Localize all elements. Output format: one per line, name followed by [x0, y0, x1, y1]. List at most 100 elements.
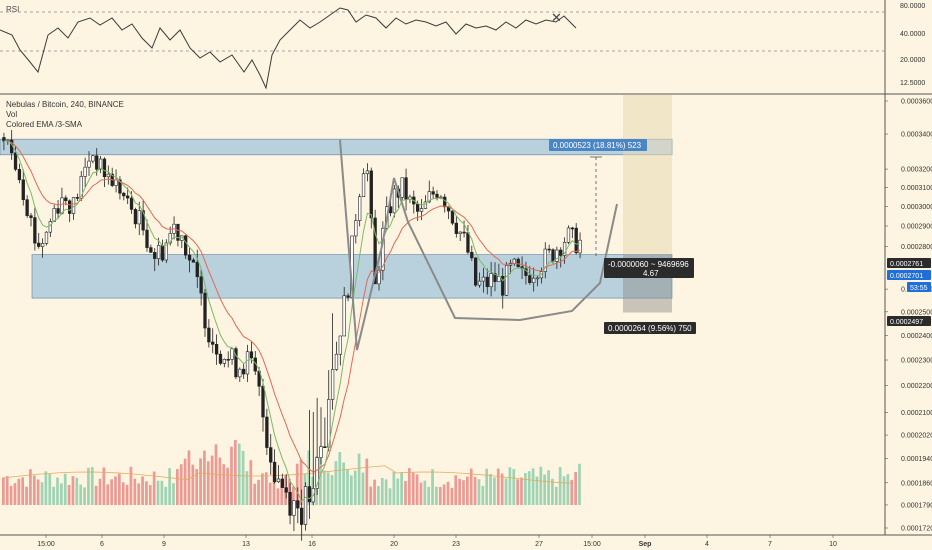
rsi-tick-label: 12.5000: [900, 80, 925, 87]
pattern-drawing: [339, 139, 618, 351]
volume-bar: [21, 477, 25, 505]
volume-bar: [415, 474, 419, 505]
candle-body: [466, 232, 470, 253]
candle-body: [37, 242, 41, 247]
candle-body: [323, 446, 327, 448]
volume-bar: [466, 476, 469, 505]
candle-body: [102, 158, 107, 178]
volume-bar: [462, 480, 465, 505]
price-tag-text: 53:55: [910, 285, 928, 292]
ema-indicator-label[interactable]: Colored EMA /3-SMA: [6, 120, 83, 129]
volume-bar: [384, 479, 388, 505]
volume-bar: [137, 483, 141, 505]
volume-bar: [558, 467, 562, 505]
candle-body: [334, 353, 339, 370]
candle-body: [187, 254, 192, 261]
rsi-tick-label: 80.0000: [900, 3, 925, 10]
position-profit-area: [623, 95, 672, 255]
volume-bar: [280, 480, 284, 505]
price-tick-label: 0.0003600: [901, 99, 932, 106]
candle-body: [485, 276, 489, 288]
candle-body: [191, 259, 196, 263]
volume-bar: [179, 464, 183, 505]
candle-body: [512, 258, 516, 264]
volume-bar: [106, 484, 110, 505]
volume-bar: [176, 469, 179, 505]
volume-bar: [257, 479, 260, 505]
candle-body: [71, 197, 76, 214]
volume-bar: [79, 484, 83, 505]
time-tick-label: 15:00: [583, 541, 601, 548]
candle-body: [454, 222, 458, 234]
time-tick-label: 27: [535, 541, 543, 548]
candle-body: [40, 243, 45, 247]
price-tag-bg: [887, 316, 931, 326]
volume-bar: [52, 486, 55, 505]
volume-bar: [67, 485, 71, 505]
candle-body: [180, 235, 184, 241]
volume-bar: [438, 486, 442, 505]
candle-body: [296, 500, 300, 509]
volume-bar: [574, 471, 577, 505]
candle-body: [226, 358, 230, 361]
candle-body: [423, 201, 428, 209]
time-tick-label: 4: [705, 541, 709, 548]
volume-bar: [326, 472, 330, 505]
volume-bar: [102, 467, 106, 505]
volume-bar: [268, 482, 272, 505]
candle-body: [365, 170, 370, 174]
volume-bar: [222, 464, 226, 505]
candle-body: [497, 275, 501, 282]
volume-bar: [125, 484, 129, 505]
rsi-tick-label: 40.0000: [900, 31, 925, 38]
candle-body: [462, 231, 466, 234]
candle-body: [168, 233, 172, 244]
volume-bar: [365, 458, 369, 505]
volume-bar: [377, 486, 380, 505]
volume-bar: [547, 470, 550, 505]
symbol-title[interactable]: Nebulas / Bitcoin, 240, BINANCE: [6, 100, 124, 109]
price-tick-label: 0.0002100: [901, 410, 932, 417]
candle-body: [435, 193, 439, 198]
candle-body: [419, 208, 424, 212]
candle-body: [48, 221, 52, 233]
candle-body: [238, 368, 242, 378]
candle-body: [416, 203, 420, 212]
rsi-tick-label: 20.0000: [900, 57, 925, 64]
candle-body: [29, 215, 33, 218]
volume-indicator-label[interactable]: Vol: [6, 110, 18, 119]
time-tick-label: 16: [308, 541, 316, 548]
position-info-line1: -0.0000060 ~ 9469696: [608, 260, 689, 269]
volume-bar: [63, 473, 67, 505]
candle-body: [300, 507, 304, 525]
volume-bar: [114, 476, 117, 505]
rsi-line: [0, 7, 577, 90]
stop-label-bg: [604, 322, 696, 334]
volume-bar: [350, 475, 353, 505]
candle-body: [559, 249, 563, 256]
candle-body: [13, 152, 18, 170]
volume-bar: [543, 474, 547, 505]
volume-bar: [164, 486, 168, 505]
target-label-bg: [549, 139, 647, 151]
candle-body: [369, 170, 373, 219]
volume-bar: [458, 478, 461, 505]
candle-body: [207, 327, 211, 343]
volume-bar: [570, 479, 574, 505]
candle-body: [234, 348, 238, 378]
candle-body: [149, 247, 153, 253]
candle-body: [44, 231, 49, 244]
price-tag-bg: [887, 270, 931, 280]
candle-body: [160, 245, 165, 261]
volume-bar: [322, 470, 326, 505]
time-tick-label: 6: [100, 541, 104, 548]
volume-bar: [168, 468, 171, 505]
candle-body: [126, 195, 130, 199]
candle-body: [330, 369, 335, 400]
candle-body: [87, 160, 91, 168]
volume-bar: [71, 476, 75, 505]
volume-bar: [121, 482, 125, 505]
candle-body: [338, 335, 342, 355]
